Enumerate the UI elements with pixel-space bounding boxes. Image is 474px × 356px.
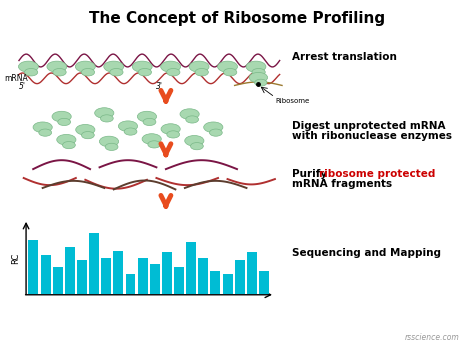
Ellipse shape — [124, 128, 137, 135]
Text: mRNA: mRNA — [5, 74, 28, 83]
Bar — [126, 274, 136, 294]
Ellipse shape — [63, 141, 75, 149]
Bar — [186, 242, 196, 294]
Ellipse shape — [218, 61, 237, 72]
Ellipse shape — [105, 143, 118, 151]
Text: Purify: Purify — [292, 169, 330, 179]
Bar — [53, 267, 63, 294]
Bar — [77, 260, 87, 294]
Text: 3': 3' — [156, 82, 164, 91]
Bar — [101, 258, 111, 294]
Ellipse shape — [180, 109, 199, 119]
Ellipse shape — [118, 121, 137, 131]
Ellipse shape — [246, 61, 266, 72]
Bar — [28, 240, 38, 294]
Ellipse shape — [161, 61, 181, 72]
Bar — [247, 252, 257, 294]
Bar — [235, 260, 245, 294]
Ellipse shape — [82, 68, 95, 76]
Ellipse shape — [76, 125, 95, 135]
Ellipse shape — [104, 61, 124, 72]
Ellipse shape — [100, 115, 113, 122]
Bar — [89, 233, 99, 294]
Bar — [223, 274, 233, 294]
Ellipse shape — [100, 136, 118, 147]
Ellipse shape — [143, 118, 156, 126]
Bar — [113, 251, 123, 294]
Ellipse shape — [204, 122, 223, 132]
Ellipse shape — [161, 124, 180, 134]
Ellipse shape — [189, 61, 209, 72]
Ellipse shape — [167, 131, 180, 138]
Ellipse shape — [52, 111, 71, 122]
Bar — [210, 271, 220, 294]
Bar — [162, 252, 172, 294]
Text: Arrest translation: Arrest translation — [292, 52, 396, 62]
Ellipse shape — [185, 136, 204, 146]
Bar — [150, 264, 160, 294]
Text: Ribosome: Ribosome — [275, 98, 309, 104]
Ellipse shape — [110, 68, 123, 76]
Ellipse shape — [53, 68, 66, 76]
Ellipse shape — [224, 68, 237, 76]
Ellipse shape — [195, 68, 209, 76]
Ellipse shape — [255, 79, 267, 86]
Ellipse shape — [25, 68, 38, 76]
Ellipse shape — [95, 108, 114, 118]
Ellipse shape — [252, 68, 265, 76]
Ellipse shape — [58, 118, 71, 126]
Ellipse shape — [47, 61, 67, 72]
Ellipse shape — [167, 68, 180, 76]
Ellipse shape — [186, 116, 199, 123]
Ellipse shape — [138, 68, 152, 76]
Text: rsscience.com: rsscience.com — [405, 333, 460, 342]
Bar — [198, 258, 208, 294]
Ellipse shape — [18, 61, 38, 72]
Text: The Concept of Ribosome Profiling: The Concept of Ribosome Profiling — [89, 11, 385, 26]
Ellipse shape — [82, 131, 94, 139]
Text: ribosome protected: ribosome protected — [319, 169, 436, 179]
Ellipse shape — [39, 129, 52, 136]
Bar — [259, 271, 269, 294]
Bar — [137, 258, 147, 294]
Bar — [174, 267, 184, 294]
Bar — [41, 255, 51, 294]
Text: mRNA fragments: mRNA fragments — [292, 179, 392, 189]
Ellipse shape — [137, 111, 156, 122]
Text: with ribonuclease enzymes: with ribonuclease enzymes — [292, 131, 452, 141]
Text: Digest unprotected mRNA: Digest unprotected mRNA — [292, 121, 445, 131]
Bar — [65, 247, 75, 294]
Ellipse shape — [142, 134, 161, 144]
Ellipse shape — [191, 142, 203, 150]
Ellipse shape — [33, 122, 52, 132]
Text: RC: RC — [11, 252, 19, 264]
Ellipse shape — [148, 141, 161, 148]
Text: Sequencing and Mapping: Sequencing and Mapping — [292, 248, 440, 258]
Text: 5': 5' — [19, 82, 26, 91]
Ellipse shape — [249, 72, 267, 83]
Ellipse shape — [132, 61, 152, 72]
Ellipse shape — [210, 129, 222, 136]
Ellipse shape — [75, 61, 95, 72]
Ellipse shape — [57, 135, 76, 145]
